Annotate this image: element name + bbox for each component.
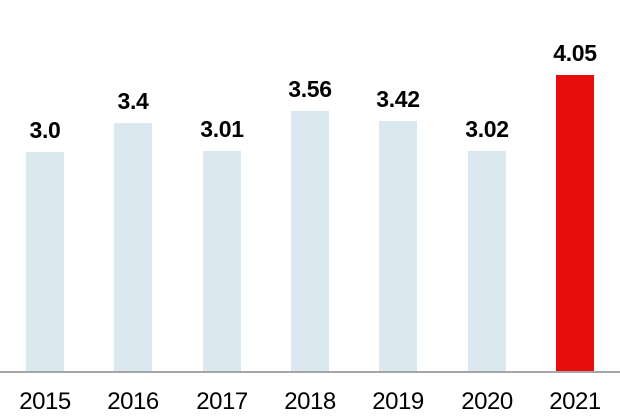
x-tick-label-2017: 2017 <box>196 388 248 415</box>
bar-value-label-2021: 4.05 <box>553 40 597 66</box>
bar-value-label-2020: 3.02 <box>465 116 509 142</box>
x-tick-label-2019: 2019 <box>372 388 424 415</box>
bar-value-label-2015: 3.0 <box>29 117 61 143</box>
x-tick-label-2016: 2016 <box>107 388 159 415</box>
bar-2016 <box>114 123 152 372</box>
bar-2017 <box>203 151 241 372</box>
bar-2019 <box>379 121 417 372</box>
x-axis-line <box>0 371 620 373</box>
x-tick-label-2015: 2015 <box>19 388 71 415</box>
bar-value-label-2018: 3.56 <box>288 76 332 102</box>
bar-2015 <box>26 152 64 372</box>
bar-value-label-2019: 3.42 <box>376 86 420 112</box>
x-tick-label-2021: 2021 <box>549 388 601 415</box>
bar-value-label-2017: 3.01 <box>200 116 244 142</box>
x-tick-label-2020: 2020 <box>461 388 513 415</box>
x-tick-label-2018: 2018 <box>284 388 336 415</box>
bar-value-label-2016: 3.4 <box>117 88 149 114</box>
bar-2020 <box>468 151 506 372</box>
bar-2021 <box>556 75 594 372</box>
bar-2018 <box>291 111 329 372</box>
